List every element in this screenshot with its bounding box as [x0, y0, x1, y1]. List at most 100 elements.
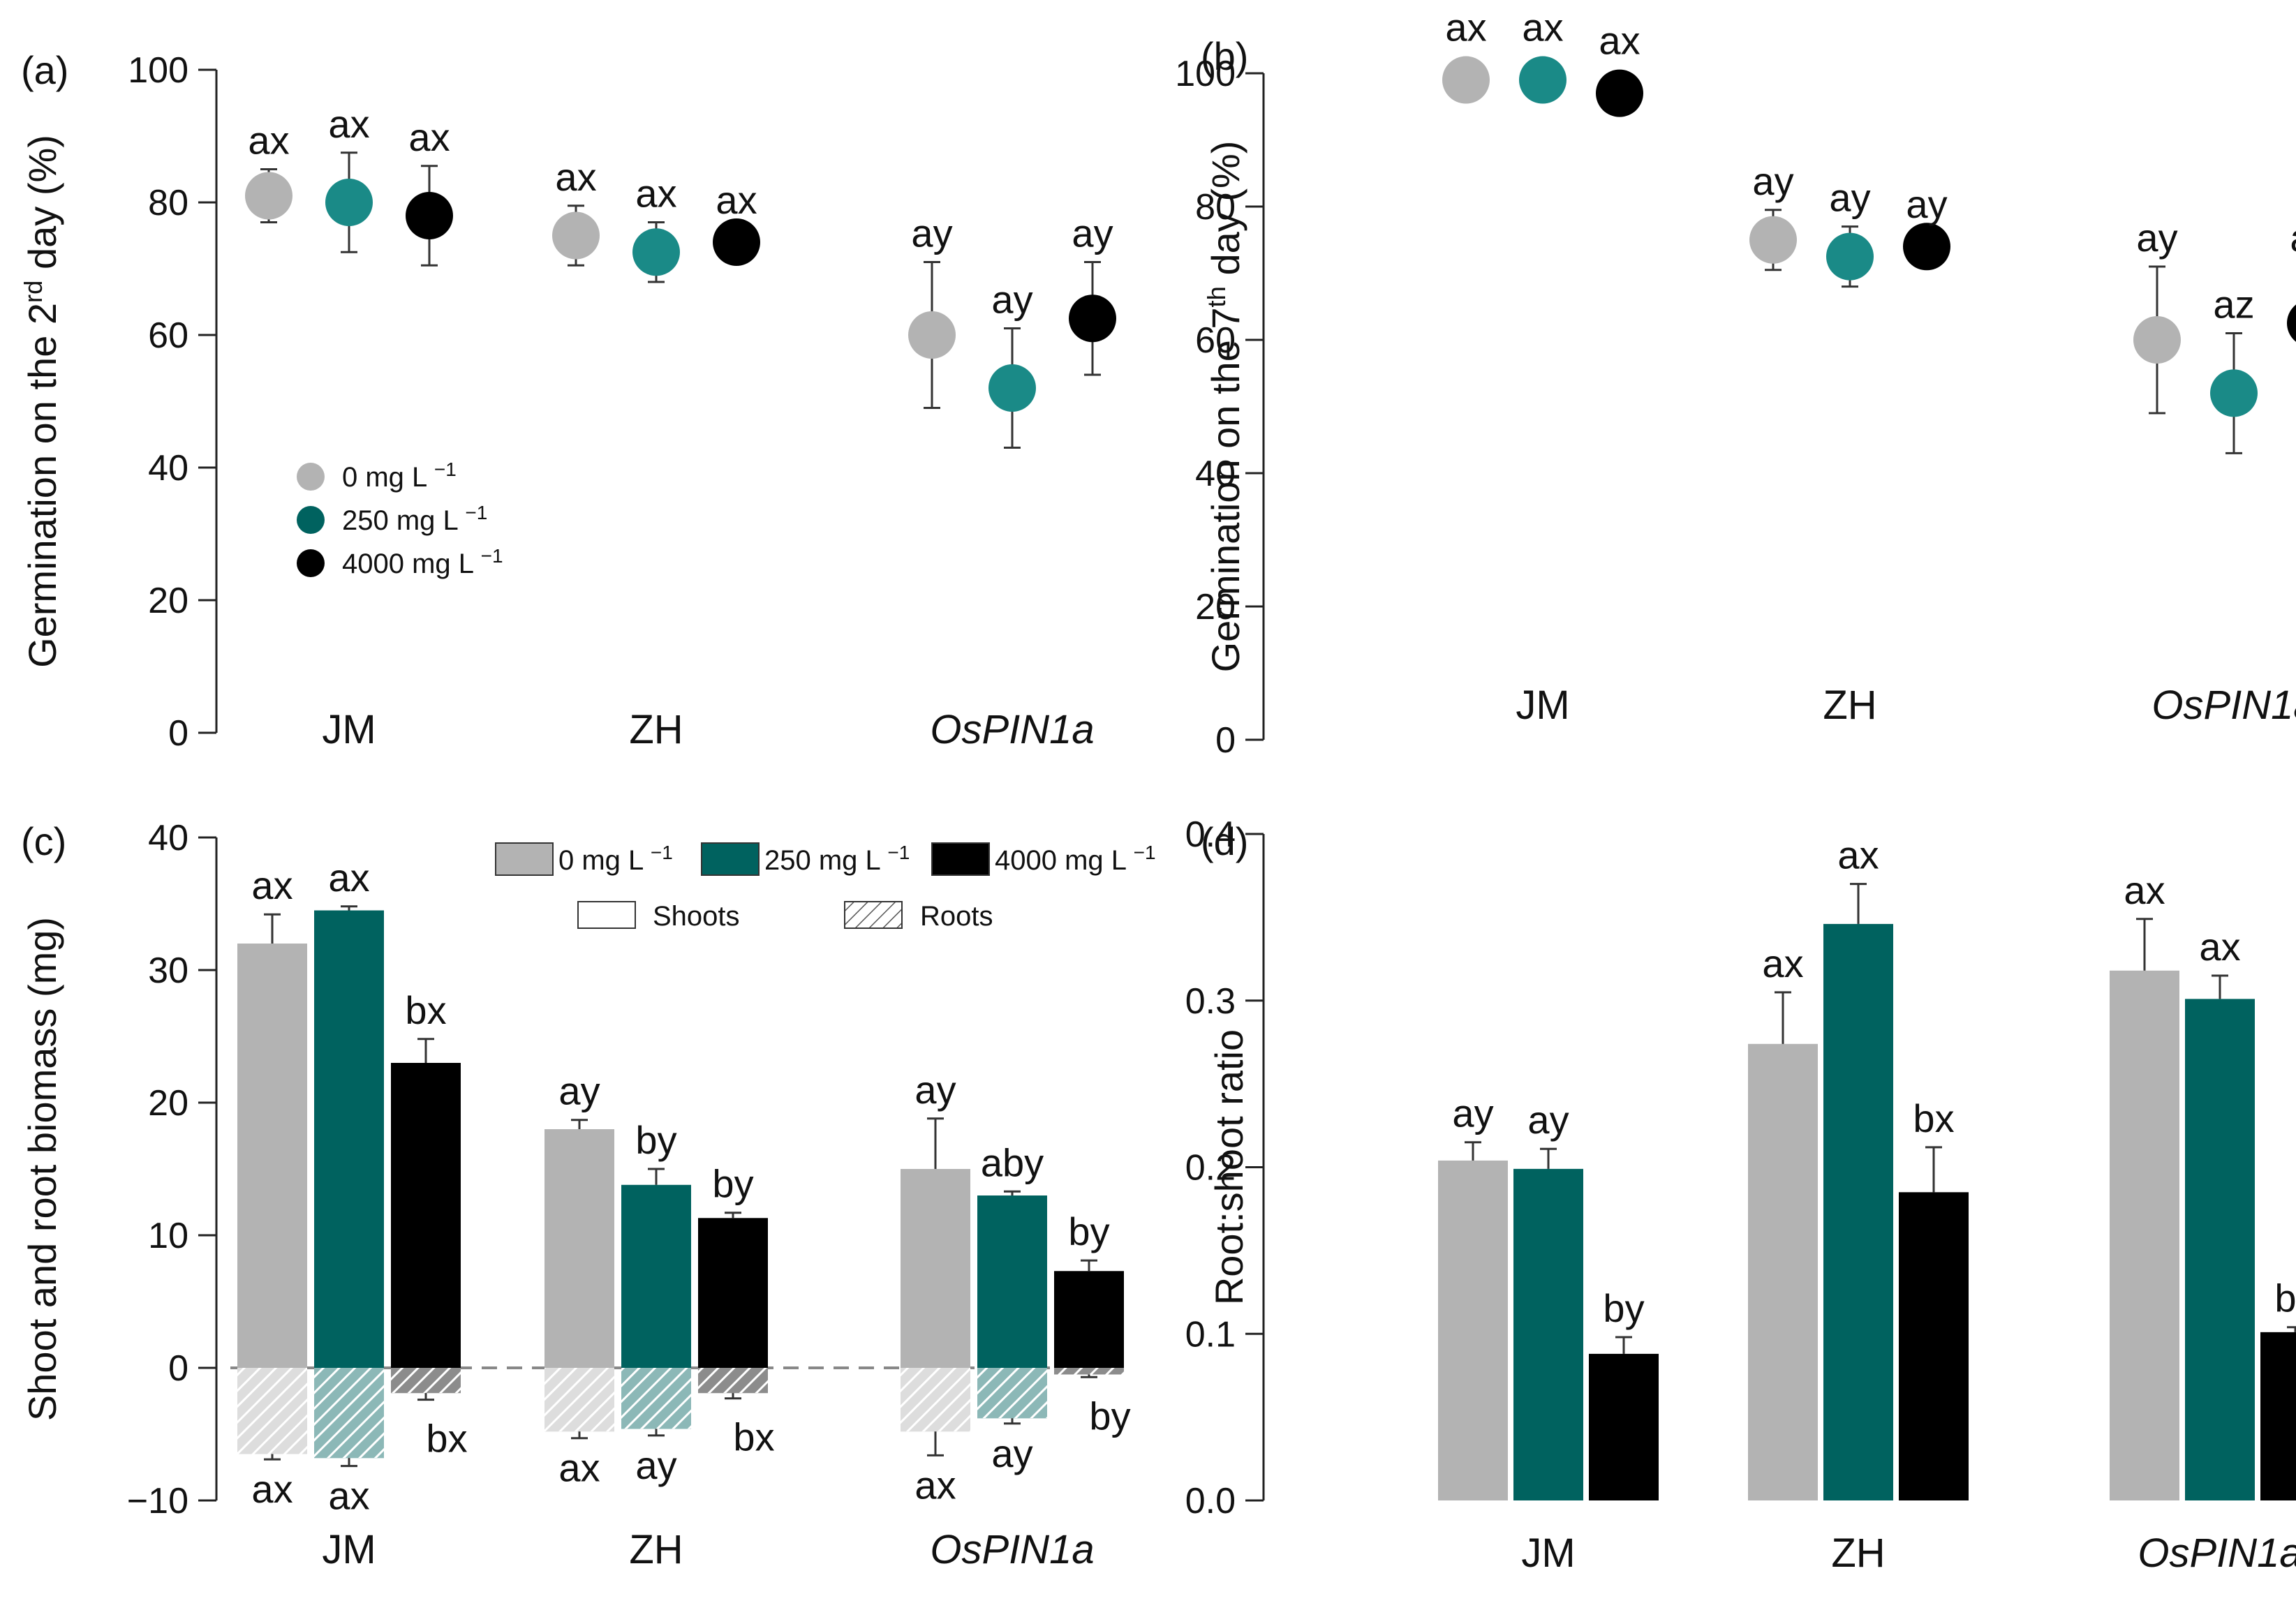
shoot-significance-label: ax: [251, 863, 292, 907]
ratio-significance-label: ax: [1762, 941, 1803, 985]
ratio-significance-label: ay: [1527, 1098, 1569, 1142]
data-point-b: [1749, 216, 1797, 264]
significance-label-a: ax: [555, 155, 596, 199]
shoot-bar: [901, 1169, 970, 1368]
data-point-b: [2287, 304, 2296, 342]
root-significance-label: ay: [991, 1431, 1032, 1475]
ratio-bar: [1823, 923, 1893, 1500]
y-tick-label-a: 100: [128, 50, 188, 91]
root-bar-hatch: [621, 1368, 691, 1429]
legend-swatch-c: [931, 842, 990, 876]
legend-label-c: 4000 mg L −1: [995, 842, 1156, 877]
significance-label-b: ay: [2136, 216, 2177, 260]
legend-label-c: 0 mg L −1: [558, 842, 673, 877]
ratio-bar: [2185, 999, 2255, 1500]
root-significance-label: bx: [733, 1415, 774, 1459]
y-axis-title-a: Germination on the 2rd day (%): [19, 135, 65, 668]
y-tick-label-a: 40: [148, 448, 188, 489]
root-significance-label: ax: [328, 1474, 369, 1518]
shoot-significance-label: ax: [328, 856, 369, 900]
shoot-significance-label: aby: [981, 1140, 1044, 1184]
root-bar-hatch: [1054, 1368, 1124, 1375]
ratio-significance-label: bx: [1913, 1096, 1954, 1140]
data-point-b: [1826, 232, 1874, 281]
shoot-significance-label: by: [1068, 1209, 1109, 1253]
significance-label-b: ax: [1445, 6, 1486, 50]
panel-label-a: (a): [21, 48, 68, 92]
group-label-d: JM: [1521, 1530, 1575, 1576]
data-point-a: [713, 218, 760, 266]
data-point-b: [2210, 369, 2258, 417]
root-bar-hatch: [698, 1368, 768, 1394]
root-bar-hatch: [545, 1368, 614, 1432]
ratio-bar: [1748, 1043, 1818, 1500]
y-axis-title-d: Root:shoot ratio: [1207, 1029, 1251, 1305]
shoot-significance-label: ay: [914, 1068, 956, 1112]
y-tick-label-b: 0: [1215, 720, 1236, 761]
y-axis-title-text-d: Root:shoot ratio: [1207, 1029, 1251, 1305]
shoot-bar: [314, 910, 384, 1368]
y-axis-title-text-b: Germination on the 7th day (%): [1202, 141, 1248, 673]
significance-label-a: ax: [328, 102, 369, 146]
shoot-significance-label: bx: [405, 988, 446, 1032]
significance-label-a: ax: [716, 178, 757, 222]
group-label-a: OsPIN1a: [930, 707, 1094, 752]
ratio-significance-label: by: [2274, 1276, 2296, 1320]
legend-label-roots: Roots: [920, 901, 993, 932]
significance-label-a: ay: [911, 211, 952, 255]
y-tick-label-c: 30: [148, 951, 188, 991]
panel-label-c: (c): [21, 819, 66, 863]
ratio-significance-label: ax: [2124, 868, 2165, 912]
y-tick-label-b: 20: [1195, 587, 1236, 627]
data-point-a: [908, 311, 956, 359]
y-tick-label-a: 80: [148, 183, 188, 223]
significance-label-a: ax: [635, 172, 676, 216]
group-label-d: OsPIN1a: [2138, 1530, 2296, 1576]
root-bar-hatch: [901, 1368, 970, 1432]
root-significance-label: bx: [426, 1417, 467, 1461]
legend-swatch-shoots: [577, 901, 636, 929]
data-point-a: [988, 364, 1036, 412]
significance-label-b: ay: [1752, 159, 1793, 203]
significance-label-b: ay: [1906, 182, 1947, 226]
legend-label-a: 4000 mg L −1: [342, 545, 503, 580]
y-tick-label-c: 20: [148, 1083, 188, 1124]
group-label-c: OsPIN1a: [930, 1527, 1094, 1572]
y-tick-label-d: 0.0: [1185, 1481, 1236, 1521]
y-tick-label-b: 60: [1195, 320, 1236, 361]
data-point-a: [632, 228, 680, 276]
group-label-b: ZH: [1823, 683, 1876, 728]
data-point-a: [245, 172, 292, 220]
ratio-bar: [1513, 1168, 1583, 1500]
root-significance-label: ax: [558, 1446, 600, 1490]
legend-label-a: 250 mg L −1: [342, 502, 487, 537]
ratio-significance-label: ax: [2199, 925, 2240, 969]
shoot-bar: [1054, 1271, 1124, 1368]
group-label-c: JM: [322, 1527, 376, 1572]
data-point-b: [2133, 316, 2181, 364]
significance-label-a: ay: [991, 278, 1032, 322]
root-bar-hatch: [314, 1368, 384, 1459]
group-label-c: ZH: [629, 1527, 683, 1572]
shoot-bar: [237, 944, 307, 1368]
ratio-bar: [1438, 1160, 1508, 1500]
y-tick-label-d: 0.4: [1185, 814, 1236, 855]
data-point-b: [1442, 56, 1490, 104]
y-tick-label-b: 100: [1175, 54, 1236, 94]
root-bar-hatch: [391, 1368, 461, 1394]
root-bar-hatch: [237, 1368, 307, 1454]
y-axis-title-b: Germination on the 7th day (%): [1202, 141, 1248, 673]
shoot-bar: [391, 1063, 461, 1368]
y-tick-label-d: 0.2: [1185, 1148, 1236, 1188]
y-tick-label-a: 60: [148, 315, 188, 356]
ratio-bar: [1899, 1192, 1969, 1500]
data-point-b: [1596, 69, 1643, 117]
root-significance-label: ay: [635, 1443, 676, 1487]
ratio-bar: [1589, 1353, 1659, 1500]
y-tick-label-b: 80: [1195, 187, 1236, 228]
data-point-a: [406, 192, 453, 239]
shoot-bar: [545, 1129, 614, 1368]
significance-label-b: az: [2213, 282, 2254, 326]
group-label-b: JM: [1516, 683, 1569, 728]
